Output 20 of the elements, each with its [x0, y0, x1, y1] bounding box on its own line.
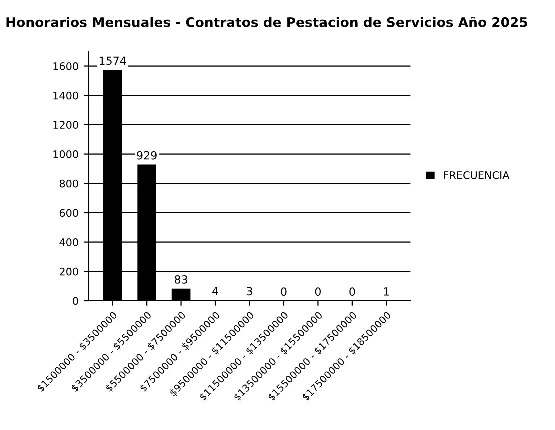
data-label: 0 [350, 288, 356, 296]
data-label: 3 [247, 287, 252, 296]
data-label: 0 [281, 288, 287, 296]
y-tick-label: 1200 [54, 121, 78, 130]
data-label: 83 [174, 275, 188, 284]
y-tick-label: 0 [73, 297, 78, 306]
y-tick-label: 600 [60, 209, 78, 218]
y-tick-label: 400 [60, 238, 78, 246]
data-label: 1574 [100, 56, 126, 66]
legend-label: FRECUENCIA [444, 171, 510, 180]
y-tick-label: 1000 [54, 150, 78, 158]
y-tick-label: 1400 [54, 92, 78, 100]
data-label: 4 [212, 287, 218, 296]
chart-title: Honorarios Mensuales - Contratos de Pestacion de Servicios Año 2025 [6, 16, 528, 28]
y-tick-label: 1600 [54, 62, 78, 70]
y-tick-label: 200 [60, 268, 78, 276]
data-label: 929 [137, 151, 157, 160]
data-label: 0 [315, 288, 321, 296]
data-label: 1 [384, 288, 390, 296]
y-tick-label: 800 [60, 180, 78, 188]
